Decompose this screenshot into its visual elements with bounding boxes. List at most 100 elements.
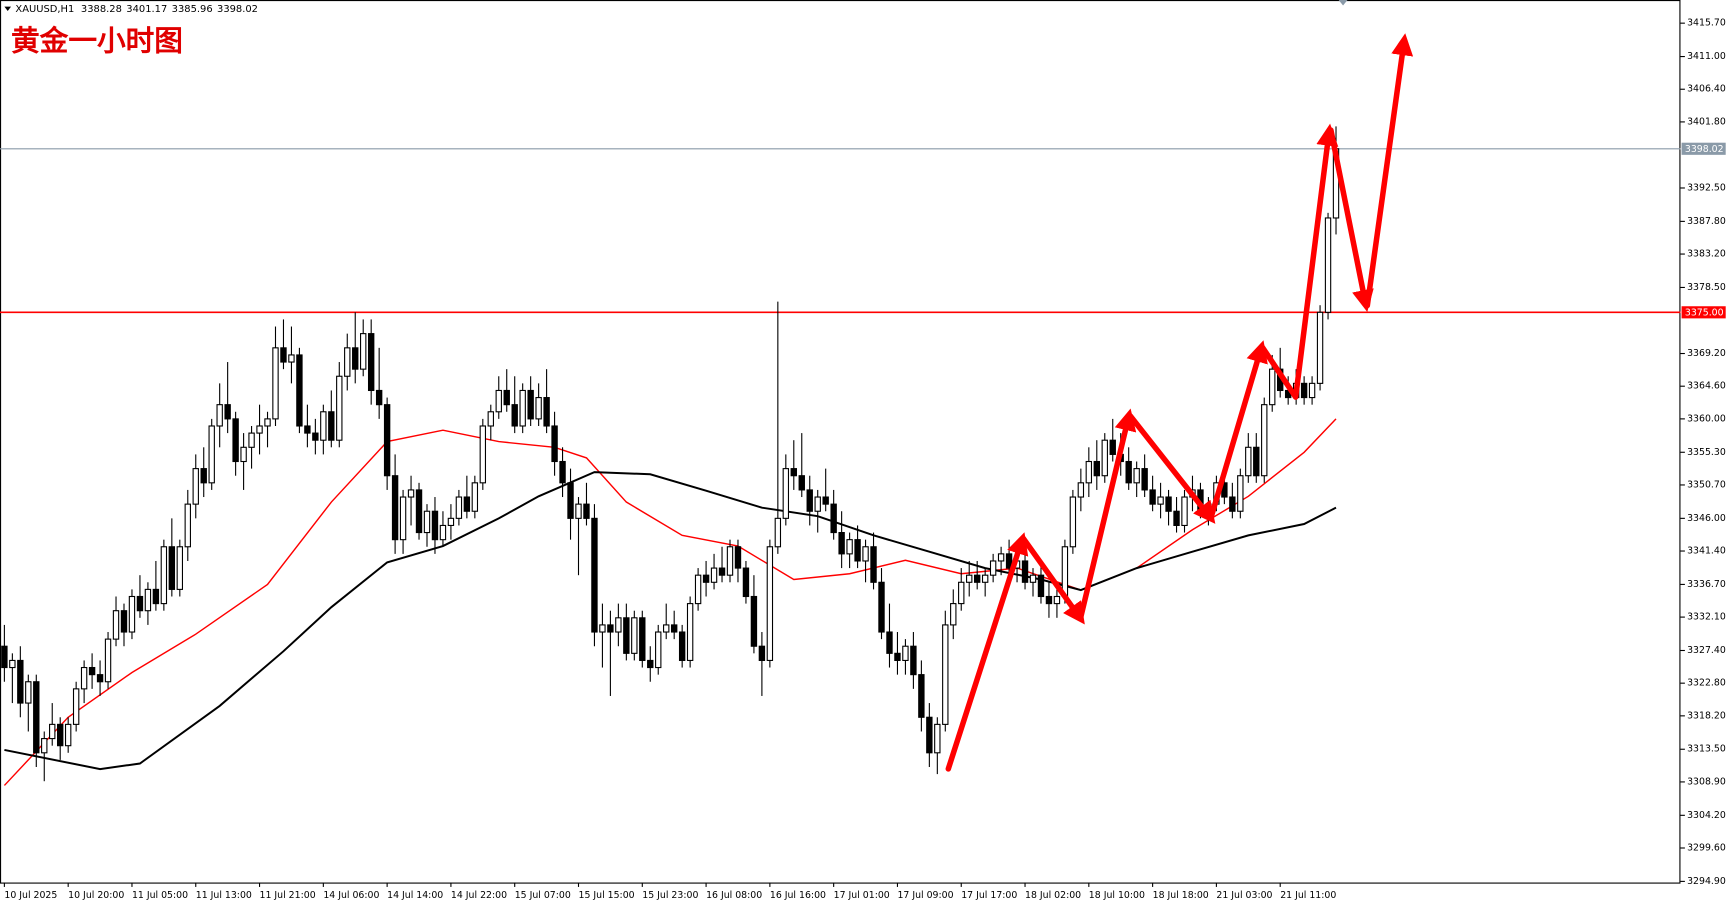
candle-body: [152, 588, 160, 605]
candle-body: [1077, 482, 1085, 498]
candle-body: [607, 624, 614, 633]
header: XAUUSD,H1 3388.28 3401.17 3385.96 3398.0…: [4, 4, 258, 15]
candle-body: [790, 468, 797, 477]
y-tick-label: 3406.40: [1687, 84, 1726, 95]
candle-body: [128, 595, 136, 633]
x-tick-label: 14 Jul 22:00: [451, 890, 507, 901]
candle-body: [1109, 439, 1116, 455]
candle-body: [981, 574, 989, 583]
candle-body: [41, 738, 48, 754]
candle-body: [256, 425, 263, 434]
candle-body: [64, 723, 72, 747]
candle-body: [360, 333, 367, 370]
candle-body: [519, 389, 526, 427]
candle-body: [623, 617, 630, 654]
candle-body: [950, 603, 957, 626]
candle-body: [455, 496, 463, 519]
candle-body: [997, 553, 1005, 562]
candle-body: [1324, 217, 1332, 313]
candle-body: [854, 539, 861, 562]
candle-body: [694, 574, 702, 605]
x-tick-label: 15 Jul 07:00: [515, 890, 571, 901]
x-tick-label: 10 Jul 2025: [4, 890, 57, 901]
candle-body: [1300, 382, 1308, 399]
x-tick-label: 14 Jul 14:00: [387, 890, 443, 901]
x-tick-label: 15 Jul 15:00: [579, 890, 635, 901]
candle-body: [25, 681, 32, 704]
x-tick-label: 17 Jul 17:00: [961, 890, 1017, 901]
candle-body: [120, 610, 128, 633]
x-tick-label: 17 Jul 09:00: [897, 890, 953, 901]
candle-body: [192, 468, 199, 505]
y-tick-label: 3313.50: [1687, 744, 1726, 755]
candle-body: [742, 567, 750, 598]
chart-title: 黄金一小时图: [11, 24, 183, 58]
candle-body: [631, 617, 638, 654]
candle-body: [1165, 496, 1172, 512]
candle-body: [806, 489, 813, 512]
y-tick-label: 3415.70: [1687, 18, 1726, 29]
candle-body: [670, 624, 678, 633]
candle-body: [296, 354, 303, 427]
candle-body: [320, 411, 327, 441]
candle-body: [870, 546, 877, 583]
candle-body: [973, 574, 981, 583]
candle-body: [822, 496, 829, 505]
candle-body: [200, 468, 207, 484]
candle-body: [989, 560, 997, 576]
candle-body: [216, 404, 223, 427]
candle-body: [1269, 368, 1276, 406]
y-tick-label: 3392.50: [1687, 182, 1726, 193]
candle-body: [1173, 510, 1180, 527]
candle-body: [80, 666, 88, 690]
candle-body: [344, 347, 351, 377]
candle-body: [1229, 496, 1236, 512]
shift-marker: [1338, 0, 1348, 6]
price-tag: [1681, 142, 1726, 155]
candle-body: [1237, 475, 1244, 512]
x-tick-label: 10 Jul 20:00: [68, 890, 124, 901]
candle-body: [112, 610, 120, 640]
candle-body: [766, 546, 774, 661]
candle-body: [1053, 595, 1061, 605]
candle-body: [57, 723, 64, 747]
candle-body: [1085, 460, 1093, 484]
candle-body: [144, 588, 152, 612]
y-tick-label: 3387.80: [1687, 216, 1726, 227]
candle-body: [926, 716, 933, 754]
candle-body: [1101, 439, 1108, 477]
plot-frame: [0, 0, 1681, 884]
x-tick-label: 16 Jul 16:00: [770, 890, 826, 901]
candle-body: [208, 425, 215, 484]
candle-body: [336, 375, 343, 441]
candle-body: [734, 546, 742, 569]
x-tick-label: 21 Jul 11:00: [1280, 890, 1336, 901]
candle-body: [9, 659, 16, 669]
candle-body: [511, 404, 518, 427]
candle-body: [663, 624, 670, 633]
x-tick-label: 14 Jul 06:00: [323, 890, 379, 901]
candle-body: [575, 503, 582, 519]
candle-body: [830, 503, 837, 534]
header-open: 3388.28: [81, 4, 122, 15]
candle-body: [328, 411, 335, 441]
header-low: 3385.96: [172, 4, 213, 15]
y-tick-label: 3346.00: [1687, 513, 1726, 524]
candle-body: [551, 425, 558, 463]
candle-body: [447, 517, 455, 527]
candle-body: [782, 468, 790, 519]
candle-body: [718, 567, 726, 576]
x-tick-label: 18 Jul 10:00: [1089, 890, 1145, 901]
candle-body: [280, 347, 287, 363]
candle-body: [814, 496, 821, 512]
candle-body: [958, 581, 965, 605]
candle-body: [248, 432, 255, 448]
candle-body: [391, 475, 399, 541]
candle-body: [399, 496, 407, 541]
y-tick-label: 3332.10: [1687, 612, 1726, 623]
candle-body: [383, 404, 391, 477]
y-tick-label: 3318.20: [1687, 710, 1726, 721]
candle-body: [1245, 446, 1252, 477]
y-tick-label: 3355.30: [1687, 447, 1726, 458]
candle-body: [686, 603, 694, 661]
